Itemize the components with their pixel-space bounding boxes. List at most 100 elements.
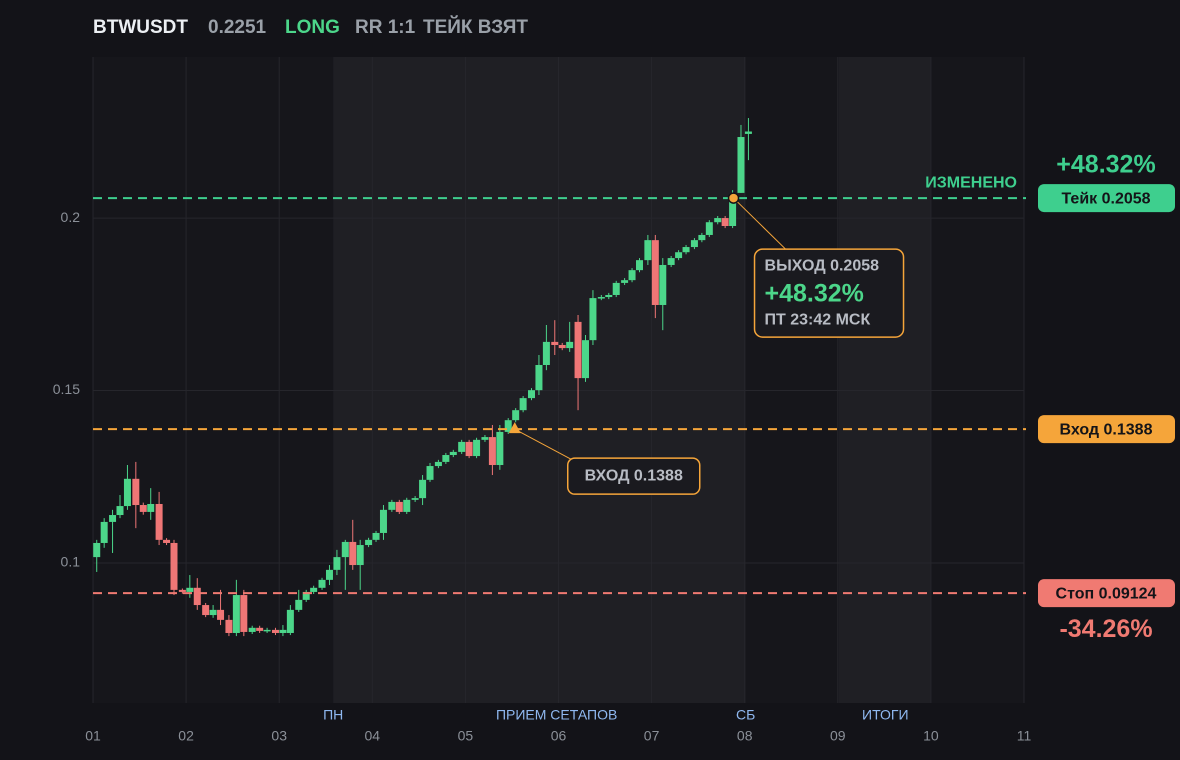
candle-body bbox=[100, 521, 108, 543]
entry-label: ВХОД 0.1388 bbox=[585, 467, 683, 484]
candle-body bbox=[279, 629, 287, 633]
candle-body bbox=[349, 541, 357, 566]
candle-body bbox=[372, 532, 380, 540]
candle-body bbox=[295, 599, 303, 610]
candle-body bbox=[566, 341, 574, 349]
candle-body bbox=[388, 501, 396, 510]
session-label: ПРИЕМ СЕТАПОВ bbox=[496, 707, 617, 723]
candle-body bbox=[675, 252, 683, 259]
session-label: СБ bbox=[736, 707, 755, 723]
x-tick-label: 11 bbox=[1017, 728, 1032, 744]
side: LONG bbox=[285, 17, 340, 38]
symbol: BTWUSDT bbox=[93, 17, 188, 38]
x-tick-label: 03 bbox=[271, 728, 287, 744]
candle-body bbox=[621, 280, 629, 283]
x-tick-label: 02 bbox=[178, 728, 194, 744]
candle-body bbox=[714, 218, 722, 223]
candle-body bbox=[574, 321, 582, 379]
exit-connector bbox=[733, 197, 786, 250]
candle-body bbox=[248, 627, 256, 632]
candle-body bbox=[481, 437, 489, 440]
level-pill bbox=[1038, 184, 1175, 213]
candle-body bbox=[202, 605, 210, 616]
candle-body bbox=[659, 264, 667, 305]
level-pill bbox=[1038, 415, 1175, 444]
candle-body bbox=[302, 591, 310, 600]
candle-body bbox=[411, 498, 419, 500]
take-note: ИЗМЕНЕНО bbox=[925, 174, 1017, 191]
candle-body bbox=[635, 260, 643, 271]
candle-body bbox=[644, 240, 652, 261]
candle-body bbox=[628, 270, 636, 281]
candle-body bbox=[178, 589, 186, 592]
x-tick-label: 10 bbox=[923, 728, 939, 744]
candle-body bbox=[132, 478, 140, 506]
candle-body bbox=[170, 542, 178, 590]
y-tick-label: 0.1 bbox=[61, 554, 81, 570]
level-label: Тейк 0.2058 bbox=[1061, 190, 1150, 207]
candle-body bbox=[256, 627, 264, 631]
candle-body bbox=[310, 587, 318, 592]
candle-body bbox=[465, 441, 473, 457]
exit-label: ВЫХОД 0.2058 bbox=[765, 257, 880, 274]
candle-body bbox=[139, 505, 147, 512]
y-tick-label: 0.2 bbox=[61, 209, 81, 225]
level-label: Стоп 0.09124 bbox=[1056, 585, 1157, 602]
candle-body bbox=[519, 398, 527, 411]
level-label: Вход 0.1388 bbox=[1060, 421, 1153, 438]
candle-body bbox=[581, 340, 589, 379]
candle-body bbox=[721, 218, 729, 227]
candle-body bbox=[147, 503, 155, 512]
candle-body bbox=[419, 479, 427, 499]
candle-body bbox=[729, 194, 737, 227]
candle-body bbox=[473, 439, 481, 457]
exit-box bbox=[753, 248, 905, 338]
candle-body bbox=[123, 478, 131, 507]
x-tick-label: 08 bbox=[737, 728, 753, 744]
candle-body bbox=[449, 451, 457, 456]
y-tick-label: 0.15 bbox=[53, 381, 80, 397]
candle-body bbox=[379, 509, 387, 533]
candle-body bbox=[434, 461, 442, 467]
candle-body bbox=[698, 234, 706, 241]
candle-body bbox=[512, 410, 520, 421]
x-tick-label: 01 bbox=[85, 728, 101, 744]
candle-body bbox=[551, 341, 559, 345]
exit-change: +48.32% bbox=[765, 280, 864, 308]
session-label: ПН bbox=[323, 707, 343, 723]
candle-body bbox=[325, 569, 333, 580]
candle-body bbox=[365, 539, 373, 546]
candle-body bbox=[535, 364, 543, 391]
candle-body bbox=[395, 501, 403, 512]
candle-body bbox=[333, 557, 341, 570]
candle-body bbox=[528, 390, 536, 399]
entry-box bbox=[566, 457, 701, 495]
candle-body bbox=[682, 247, 690, 253]
take-change: +48.32% bbox=[1056, 151, 1155, 179]
entry-marker bbox=[508, 422, 521, 434]
exit-time: ПТ 23:42 МСК bbox=[765, 311, 871, 328]
candle-body bbox=[597, 297, 605, 299]
candle-body bbox=[442, 455, 450, 462]
x-tick-label: 04 bbox=[365, 728, 381, 744]
candle-body bbox=[193, 587, 201, 606]
candle-body bbox=[705, 222, 713, 235]
price: 0.2251 bbox=[208, 17, 267, 38]
candle-body bbox=[341, 541, 349, 558]
rr: RR 1:1 bbox=[355, 17, 416, 38]
candle-body bbox=[240, 595, 248, 632]
candle-body bbox=[403, 499, 411, 512]
candle-body bbox=[155, 503, 163, 540]
level-pill bbox=[1038, 579, 1175, 608]
candle-body bbox=[356, 545, 364, 566]
x-tick-label: 05 bbox=[458, 728, 474, 744]
candle-body bbox=[93, 542, 101, 558]
candle-body bbox=[488, 437, 496, 466]
x-tick-label: 06 bbox=[551, 728, 567, 744]
candle-body bbox=[612, 282, 620, 295]
candle-body bbox=[542, 341, 550, 365]
candle-body bbox=[667, 258, 675, 265]
candle-body bbox=[186, 587, 194, 592]
